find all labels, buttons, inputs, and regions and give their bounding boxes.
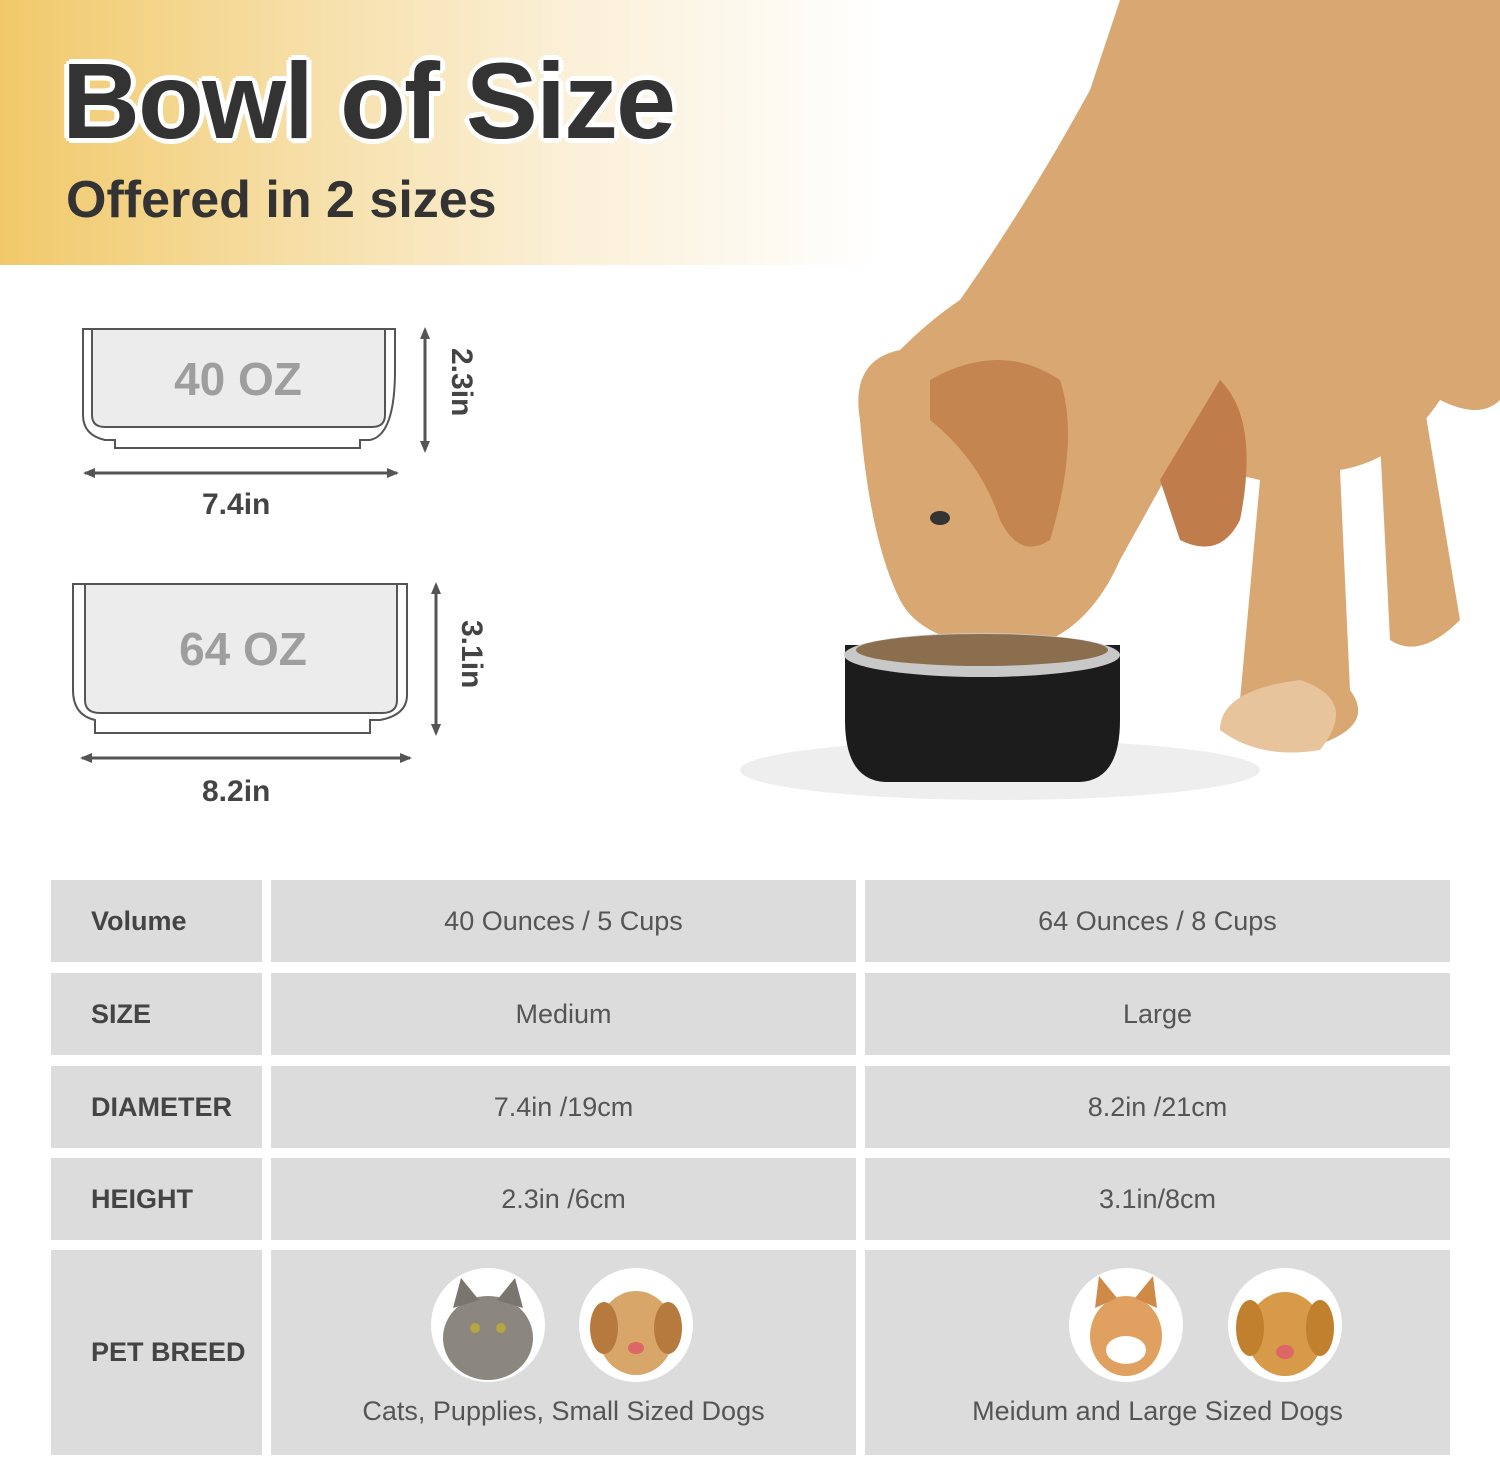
cell-height-medium: 2.3in /6cm <box>271 1158 856 1240</box>
breed-text-large: Meidum and Large Sized Dogs <box>972 1396 1343 1426</box>
cell-breed-medium <box>271 1250 856 1455</box>
width-label-large: 8.2in <box>202 775 271 808</box>
golden-retriever-photo <box>1228 1268 1342 1382</box>
cell-volume-large: 64 Ounces / 8 Cups <box>865 880 1450 962</box>
row-label-volume: Volume <box>51 880 262 962</box>
cell-height-large: 3.1in/8cm <box>865 1158 1450 1240</box>
row-label-size: SIZE <box>51 973 262 1055</box>
width-label-small: 7.4in <box>202 488 271 521</box>
breed-text-medium: Cats, Pupplies, Small Sized Dogs <box>362 1396 765 1426</box>
bowl-diagram-small <box>82 328 399 478</box>
capacity-label-small: 40 OZ <box>174 353 302 405</box>
header-banner <box>0 0 880 265</box>
height-label-large: 3.1in <box>455 620 488 689</box>
dog-eating-photo <box>740 0 1500 800</box>
puppy-photo <box>579 1268 693 1382</box>
capacity-label-large: 64 OZ <box>179 623 307 675</box>
cell-size-medium: Medium <box>271 973 856 1055</box>
row-label-diameter: DIAMETER <box>51 1066 262 1148</box>
cell-size-large: Large <box>865 973 1450 1055</box>
shiba-dog-photo <box>1069 1268 1183 1382</box>
page-title: Bowl of Size <box>62 40 676 161</box>
height-arrow-small <box>420 327 430 453</box>
cell-diameter-large: 8.2in /21cm <box>865 1066 1450 1148</box>
height-arrow-large <box>431 582 441 736</box>
bowl-diagram-large <box>72 583 412 763</box>
height-label-small: 2.3in <box>445 348 478 417</box>
cat-photo <box>431 1268 545 1382</box>
cell-diameter-medium: 7.4in /19cm <box>271 1066 856 1148</box>
row-label-height: HEIGHT <box>51 1158 262 1240</box>
cell-volume-medium: 40 Ounces / 5 Cups <box>271 880 856 962</box>
page-subtitle: Offered in 2 sizes <box>66 171 497 229</box>
row-label-pet-breed: PET BREED <box>51 1250 262 1455</box>
